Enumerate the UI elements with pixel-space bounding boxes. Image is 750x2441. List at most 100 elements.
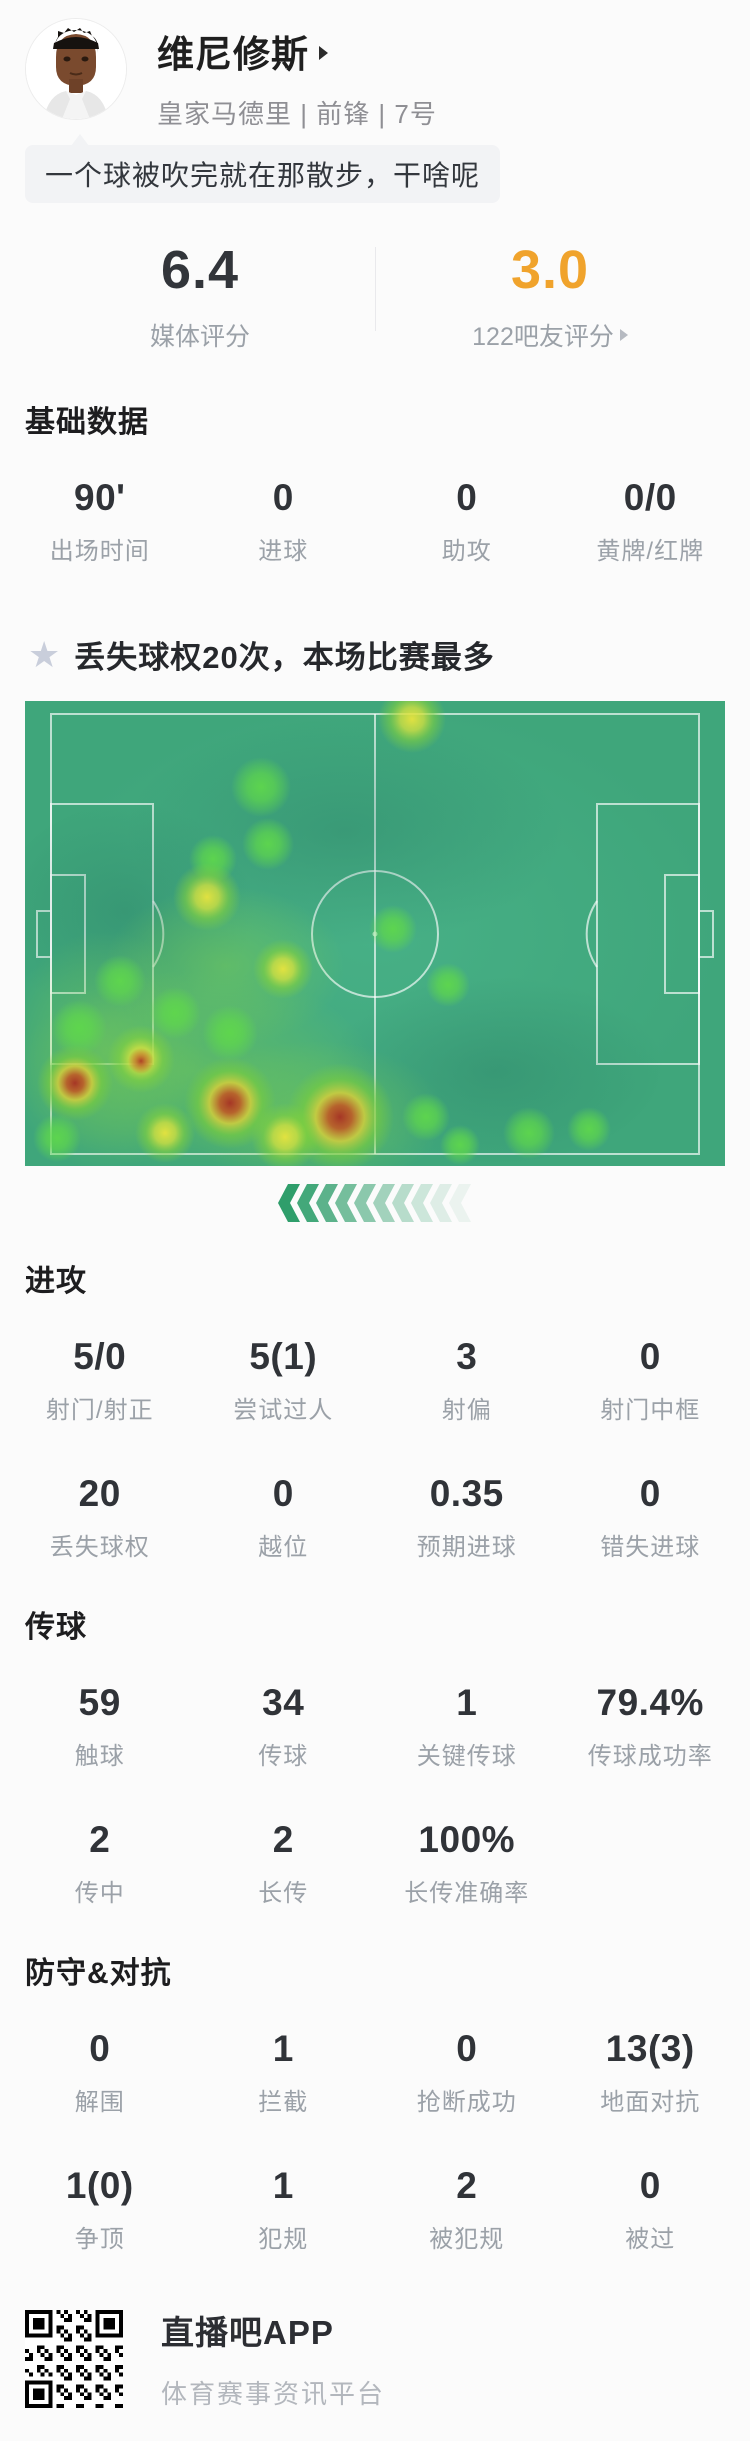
stat-cell: 1 拦截 bbox=[192, 2028, 376, 2117]
stat-label: 抢断成功 bbox=[416, 2089, 517, 2116]
stat-label: 地面对抗 bbox=[600, 2089, 701, 2116]
stat-value: 1 bbox=[272, 2165, 294, 2206]
stat-label: 解围 bbox=[74, 2089, 125, 2116]
qr-code bbox=[25, 2309, 123, 2408]
stat-value: 20 bbox=[78, 1473, 121, 1514]
comment-text: 一个球被吹完就在那散步，干啥呢 bbox=[45, 160, 481, 191]
stat-cell: 0 被过 bbox=[559, 2165, 743, 2254]
caret-right-icon bbox=[319, 45, 328, 60]
star-icon: ★ bbox=[28, 633, 61, 675]
section-heading-passing: 传球 bbox=[25, 1611, 87, 1644]
stat-label: 传中 bbox=[74, 1880, 125, 1907]
stat-label: 关键传球 bbox=[416, 1743, 517, 1770]
app-tagline: 体育赛事资讯平台 bbox=[161, 2379, 386, 2409]
stat-cell: 59 触球 bbox=[8, 1682, 192, 1771]
stat-value: 1(0) bbox=[65, 2165, 134, 2206]
stat-value: 0 bbox=[639, 1336, 661, 1377]
stat-label: 助攻 bbox=[441, 538, 492, 565]
stat-value: 0 bbox=[272, 477, 294, 518]
basic-data-section: 基础数据 90' 出场时间 0 进球 0 助攻 0/0 黄牌/红牌 bbox=[0, 397, 750, 572]
stat-value: 0 bbox=[639, 1473, 661, 1514]
fans-rating-label: 122吧友评分 bbox=[375, 317, 725, 353]
stat-value: 13(3) bbox=[605, 2028, 695, 2069]
stat-value: 0/0 bbox=[623, 477, 677, 518]
stat-cell: 0 越位 bbox=[192, 1473, 376, 1562]
stat-label: 预期进球 bbox=[416, 1534, 517, 1561]
stat-value: 100% bbox=[418, 1819, 516, 1860]
stat-cell: 2 传中 bbox=[8, 1819, 192, 1908]
stat-cell: 13(3) 地面对抗 bbox=[559, 2028, 743, 2117]
stat-cell: 1 关键传球 bbox=[375, 1682, 559, 1771]
stat-cell: 1(0) 争顶 bbox=[8, 2165, 192, 2254]
player-header: 维尼修斯 皇家马德里 | 前锋 | 7号 bbox=[0, 0, 750, 131]
stat-cell: 0 进球 bbox=[192, 477, 376, 566]
stat-cell: 79.4% 传球成功率 bbox=[559, 1682, 743, 1771]
attack-stat-grid: 5/0 射门/射正 5(1) 尝试过人 3 射偏 0 射门中框 20 丢失球权 … bbox=[0, 1300, 750, 1568]
fans-rating-value: 3.0 bbox=[510, 240, 590, 300]
stat-label: 长传准确率 bbox=[404, 1880, 530, 1907]
stat-label: 争顶 bbox=[74, 2226, 125, 2253]
stat-value: 0 bbox=[639, 2165, 661, 2206]
stat-value: 34 bbox=[262, 1682, 305, 1723]
heat-blobs bbox=[25, 701, 665, 1166]
fans-rating-label-text: 122吧友评分 bbox=[472, 323, 614, 351]
fans-rating[interactable]: 3.0 122吧友评分 bbox=[375, 239, 725, 353]
stat-label: 丢失球权 bbox=[49, 1534, 150, 1561]
avatar[interactable] bbox=[25, 18, 127, 120]
stat-label: 射门中框 bbox=[600, 1397, 701, 1424]
stat-cell: 0 射门中框 bbox=[559, 1336, 743, 1425]
stat-cell: 20 丢失球权 bbox=[8, 1473, 192, 1562]
stat-cell: 34 传球 bbox=[192, 1682, 376, 1771]
stat-label: 射门/射正 bbox=[45, 1397, 154, 1424]
highlight-note: ★ 丢失球权20次，本场比赛最多 bbox=[0, 632, 750, 677]
player-name-row[interactable]: 维尼修斯 bbox=[157, 24, 437, 78]
media-rating-label-text: 媒体评分 bbox=[149, 323, 250, 351]
stat-cell: 1 犯规 bbox=[192, 2165, 376, 2254]
app-name: 直播吧APP bbox=[161, 2314, 334, 2351]
highlight-text: 丢失球权20次，本场比赛最多 bbox=[74, 640, 495, 675]
stat-value: 2 bbox=[272, 1819, 294, 1860]
vertical-divider bbox=[375, 247, 376, 331]
stat-value: 5(1) bbox=[249, 1336, 318, 1377]
stat-value: 1 bbox=[272, 2028, 294, 2069]
media-rating-label: 媒体评分 bbox=[25, 317, 375, 353]
stat-cell: 0 解围 bbox=[8, 2028, 192, 2117]
stat-value: 79.4% bbox=[596, 1682, 704, 1723]
stat-value: 0 bbox=[456, 2028, 478, 2069]
stat-label: 犯规 bbox=[258, 2226, 309, 2253]
stat-label: 传球成功率 bbox=[587, 1743, 713, 1770]
stat-label: 出场时间 bbox=[49, 538, 150, 565]
stat-cell: 0/0 黄牌/红牌 bbox=[559, 477, 743, 566]
left-chevrons-icon bbox=[278, 1184, 471, 1222]
stat-label: 尝试过人 bbox=[233, 1397, 334, 1424]
passing-section: 传球 59 触球 34 传球 1 关键传球 79.4% 传球成功率 2 传中 2… bbox=[0, 1602, 750, 1914]
player-club-line: 皇家马德里 | 前锋 | 7号 bbox=[157, 99, 437, 129]
defense-stat-grid: 0 解围 1 拦截 0 抢断成功 13(3) 地面对抗 1(0) 争顶 1 犯规… bbox=[0, 1992, 750, 2260]
stat-cell: 2 被犯规 bbox=[375, 2165, 559, 2254]
stat-cell: 0.35 预期进球 bbox=[375, 1473, 559, 1562]
stat-value: 0 bbox=[456, 477, 478, 518]
stat-label: 被过 bbox=[625, 2226, 676, 2253]
stat-cell: 0 抢断成功 bbox=[375, 2028, 559, 2117]
stat-label: 射偏 bbox=[441, 1397, 492, 1424]
media-rating-value: 6.4 bbox=[160, 240, 240, 300]
player-name: 维尼修斯 bbox=[157, 34, 309, 75]
stat-cell: 0 助攻 bbox=[375, 477, 559, 566]
stat-label: 传球 bbox=[258, 1743, 309, 1770]
passing-stat-grid: 59 触球 34 传球 1 关键传球 79.4% 传球成功率 2 传中 2 长传… bbox=[0, 1646, 750, 1914]
stat-cell: 5(1) 尝试过人 bbox=[192, 1336, 376, 1425]
player-meta: 维尼修斯 皇家马德里 | 前锋 | 7号 bbox=[157, 18, 437, 131]
stat-value: 5/0 bbox=[73, 1336, 127, 1377]
ratings-section: 6.4 媒体评分 3.0 122吧友评分 bbox=[0, 203, 750, 363]
stat-cell: 100% 长传准确率 bbox=[375, 1819, 559, 1908]
stat-label: 黄牌/红牌 bbox=[596, 538, 705, 565]
stat-cell: 0 错失进球 bbox=[559, 1473, 743, 1562]
media-rating: 6.4 媒体评分 bbox=[25, 239, 375, 353]
stat-value: 0 bbox=[89, 2028, 111, 2069]
stat-label: 长传 bbox=[258, 1880, 309, 1907]
stat-cell: 2 长传 bbox=[192, 1819, 376, 1908]
stat-label: 进球 bbox=[258, 538, 309, 565]
stat-value: 1 bbox=[456, 1682, 478, 1723]
stat-label: 越位 bbox=[258, 1534, 309, 1561]
